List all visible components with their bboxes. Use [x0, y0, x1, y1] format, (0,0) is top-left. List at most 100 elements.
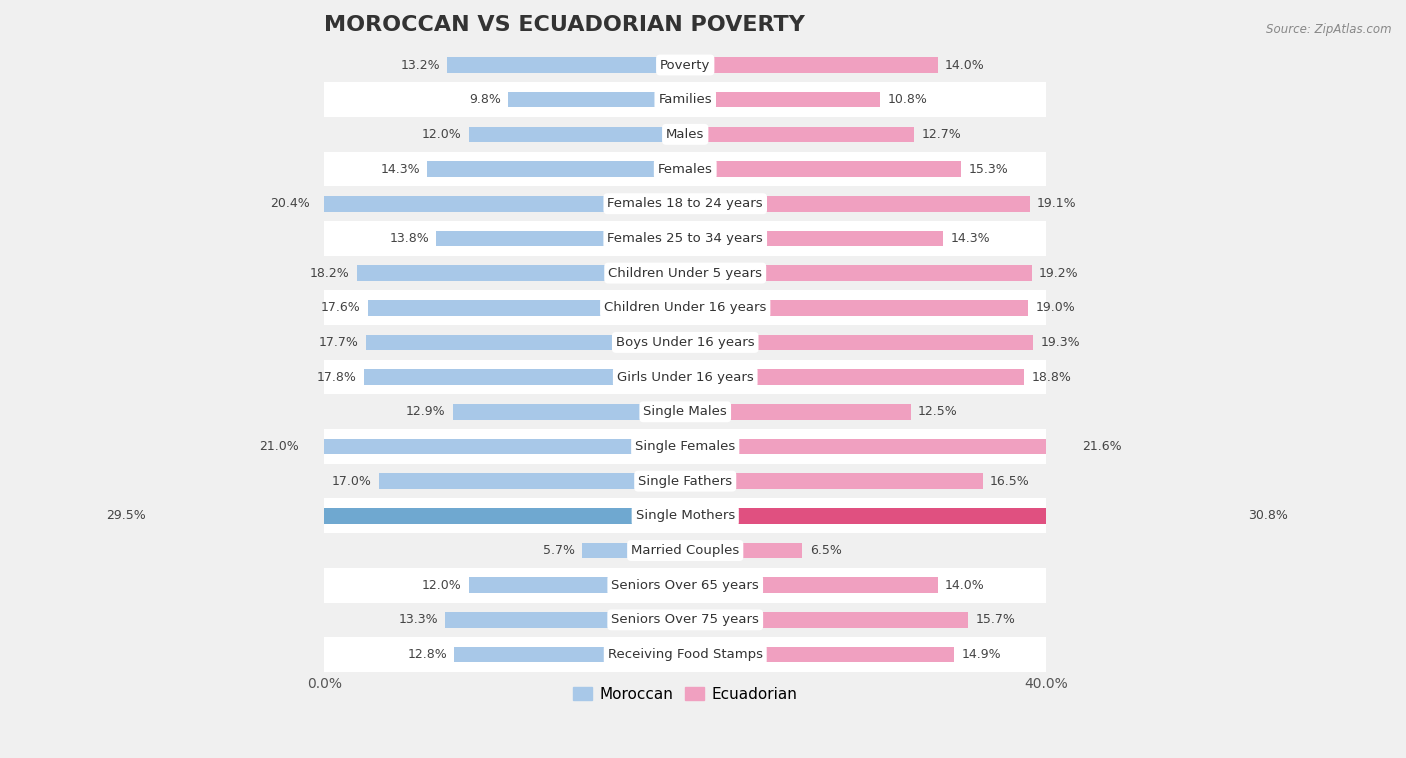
- Bar: [325, 152, 1046, 186]
- Text: 14.9%: 14.9%: [962, 648, 1001, 661]
- Text: Females: Females: [658, 162, 713, 176]
- Bar: [685, 196, 1029, 211]
- Bar: [509, 92, 685, 108]
- Bar: [325, 290, 1046, 325]
- Bar: [582, 543, 685, 559]
- Bar: [685, 127, 914, 143]
- Text: 14.0%: 14.0%: [945, 58, 984, 71]
- Bar: [325, 255, 1046, 290]
- Text: Seniors Over 75 years: Seniors Over 75 years: [612, 613, 759, 626]
- Bar: [685, 508, 1241, 524]
- Bar: [364, 369, 685, 385]
- Text: 10.8%: 10.8%: [887, 93, 927, 106]
- Bar: [447, 57, 685, 73]
- Bar: [325, 429, 1046, 464]
- Bar: [153, 508, 685, 524]
- Text: Single Mothers: Single Mothers: [636, 509, 735, 522]
- Text: Single Males: Single Males: [644, 406, 727, 418]
- Text: MOROCCAN VS ECUADORIAN POVERTY: MOROCCAN VS ECUADORIAN POVERTY: [325, 15, 806, 35]
- Text: 19.3%: 19.3%: [1040, 336, 1080, 349]
- Text: 14.3%: 14.3%: [950, 232, 990, 245]
- Text: 16.5%: 16.5%: [990, 475, 1029, 487]
- Text: 12.8%: 12.8%: [408, 648, 447, 661]
- Text: 21.0%: 21.0%: [260, 440, 299, 453]
- Text: 12.0%: 12.0%: [422, 128, 461, 141]
- Bar: [454, 647, 685, 662]
- Legend: Moroccan, Ecuadorian: Moroccan, Ecuadorian: [567, 681, 803, 708]
- Text: 18.2%: 18.2%: [309, 267, 350, 280]
- Bar: [685, 57, 938, 73]
- Text: Source: ZipAtlas.com: Source: ZipAtlas.com: [1267, 23, 1392, 36]
- Bar: [685, 473, 983, 489]
- Text: 13.3%: 13.3%: [398, 613, 439, 626]
- Text: 19.2%: 19.2%: [1039, 267, 1078, 280]
- Bar: [325, 637, 1046, 672]
- Bar: [307, 439, 685, 454]
- Text: 17.0%: 17.0%: [332, 475, 371, 487]
- Bar: [446, 612, 685, 628]
- Text: 20.4%: 20.4%: [270, 197, 309, 210]
- Text: 29.5%: 29.5%: [105, 509, 146, 522]
- Bar: [427, 161, 685, 177]
- Bar: [325, 499, 1046, 533]
- Text: Seniors Over 65 years: Seniors Over 65 years: [612, 578, 759, 592]
- Text: 12.5%: 12.5%: [918, 406, 957, 418]
- Bar: [685, 647, 955, 662]
- Bar: [685, 265, 1032, 281]
- Text: Poverty: Poverty: [659, 58, 710, 71]
- Text: 19.0%: 19.0%: [1035, 301, 1076, 315]
- Text: Receiving Food Stamps: Receiving Food Stamps: [607, 648, 762, 661]
- Bar: [685, 404, 911, 420]
- Text: 17.8%: 17.8%: [316, 371, 357, 384]
- Text: 19.1%: 19.1%: [1038, 197, 1077, 210]
- Text: Girls Under 16 years: Girls Under 16 years: [617, 371, 754, 384]
- Bar: [436, 230, 685, 246]
- Bar: [325, 325, 1046, 360]
- Bar: [325, 83, 1046, 117]
- Text: 12.7%: 12.7%: [921, 128, 962, 141]
- Text: Males: Males: [666, 128, 704, 141]
- Bar: [325, 117, 1046, 152]
- Text: 30.8%: 30.8%: [1249, 509, 1288, 522]
- Bar: [325, 533, 1046, 568]
- Text: 21.6%: 21.6%: [1083, 440, 1122, 453]
- Text: 15.7%: 15.7%: [976, 613, 1015, 626]
- Bar: [357, 265, 685, 281]
- Text: Children Under 16 years: Children Under 16 years: [605, 301, 766, 315]
- Bar: [325, 221, 1046, 255]
- Bar: [325, 360, 1046, 394]
- Bar: [378, 473, 685, 489]
- Bar: [325, 603, 1046, 637]
- Bar: [325, 464, 1046, 499]
- Bar: [685, 230, 943, 246]
- Bar: [685, 439, 1074, 454]
- Bar: [468, 127, 685, 143]
- Text: Females 25 to 34 years: Females 25 to 34 years: [607, 232, 763, 245]
- Text: 9.8%: 9.8%: [470, 93, 501, 106]
- Bar: [325, 48, 1046, 83]
- Bar: [685, 92, 880, 108]
- Text: 15.3%: 15.3%: [969, 162, 1008, 176]
- Bar: [325, 568, 1046, 603]
- Text: 13.2%: 13.2%: [401, 58, 440, 71]
- Bar: [685, 578, 938, 593]
- Text: Families: Families: [658, 93, 711, 106]
- Bar: [318, 196, 685, 211]
- Text: Single Fathers: Single Fathers: [638, 475, 733, 487]
- Text: Females 18 to 24 years: Females 18 to 24 years: [607, 197, 763, 210]
- Text: 17.7%: 17.7%: [319, 336, 359, 349]
- Text: Married Couples: Married Couples: [631, 544, 740, 557]
- Bar: [685, 161, 962, 177]
- Text: 13.8%: 13.8%: [389, 232, 429, 245]
- Text: 17.6%: 17.6%: [321, 301, 360, 315]
- Text: 18.8%: 18.8%: [1032, 371, 1071, 384]
- Text: 14.0%: 14.0%: [945, 578, 984, 592]
- Bar: [685, 334, 1033, 350]
- Text: Boys Under 16 years: Boys Under 16 years: [616, 336, 755, 349]
- Bar: [325, 394, 1046, 429]
- Text: 12.0%: 12.0%: [422, 578, 461, 592]
- Text: Children Under 5 years: Children Under 5 years: [609, 267, 762, 280]
- Bar: [685, 612, 969, 628]
- Bar: [468, 578, 685, 593]
- Text: 12.9%: 12.9%: [406, 406, 446, 418]
